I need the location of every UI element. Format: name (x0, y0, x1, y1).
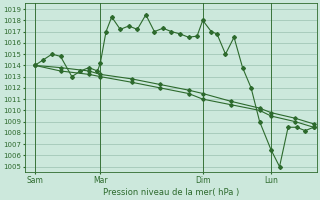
X-axis label: Pression niveau de la mer( hPa ): Pression niveau de la mer( hPa ) (103, 188, 239, 197)
